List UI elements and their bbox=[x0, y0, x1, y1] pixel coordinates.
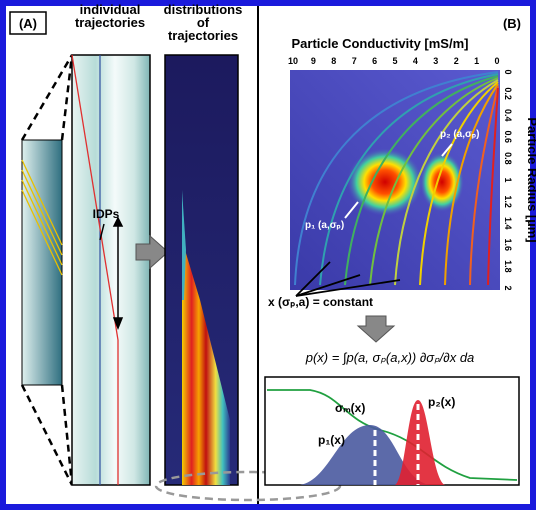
tick-label: 1.2 bbox=[503, 195, 513, 208]
tick-label: 8 bbox=[331, 56, 336, 66]
tick-label: 5 bbox=[392, 56, 397, 66]
tick-label: 7 bbox=[352, 56, 357, 66]
tick-label: 3 bbox=[433, 56, 438, 66]
annotation: σₘ(x) bbox=[335, 401, 365, 415]
annotation: p₂ (a,σₚ) bbox=[440, 129, 479, 140]
tick-label: 4 bbox=[413, 56, 418, 66]
annotation: p₂(x) bbox=[428, 395, 455, 409]
tick-label: 9 bbox=[311, 56, 316, 66]
annotation: IDPs bbox=[93, 207, 120, 221]
tick-label: 1.6 bbox=[503, 239, 513, 252]
page: (A) (B) individualtrajectories distribut… bbox=[0, 0, 536, 515]
tick-label: 1 bbox=[474, 56, 479, 66]
tick-label: 2 bbox=[454, 56, 459, 66]
tick-label: 0.8 bbox=[503, 152, 513, 165]
equation: p(x) = ∫p(a, σₚ(a,x)) ∂σₚ/∂x da bbox=[305, 350, 475, 365]
annotation: p₁(x) bbox=[318, 433, 345, 447]
tick-label: 1.8 bbox=[503, 260, 513, 273]
annotation: p₁ (a,σₚ) bbox=[305, 220, 344, 231]
tick-label: 0 bbox=[494, 56, 499, 66]
tick-label: 0.2 bbox=[503, 87, 513, 100]
annotation: x (σₚ,a) = constant bbox=[268, 295, 373, 309]
tick-label: 2 bbox=[503, 285, 513, 290]
panel-label: (A) bbox=[19, 16, 37, 31]
tick-label: 6 bbox=[372, 56, 377, 66]
axis-title: Particle Radius [µm] bbox=[525, 117, 536, 242]
panel-label: (B) bbox=[503, 16, 521, 31]
tick-label: 1 bbox=[503, 177, 513, 182]
tick-label: 0.6 bbox=[503, 131, 513, 144]
figure: (A) (B) individualtrajectories distribut… bbox=[0, 0, 536, 510]
tick-label: 1.4 bbox=[503, 217, 513, 230]
axis-title: Particle Conductivity [mS/m] bbox=[292, 36, 469, 51]
tick-label: 0.4 bbox=[503, 109, 513, 122]
tick-label: 0 bbox=[503, 69, 513, 74]
tick-label: 10 bbox=[288, 56, 298, 66]
